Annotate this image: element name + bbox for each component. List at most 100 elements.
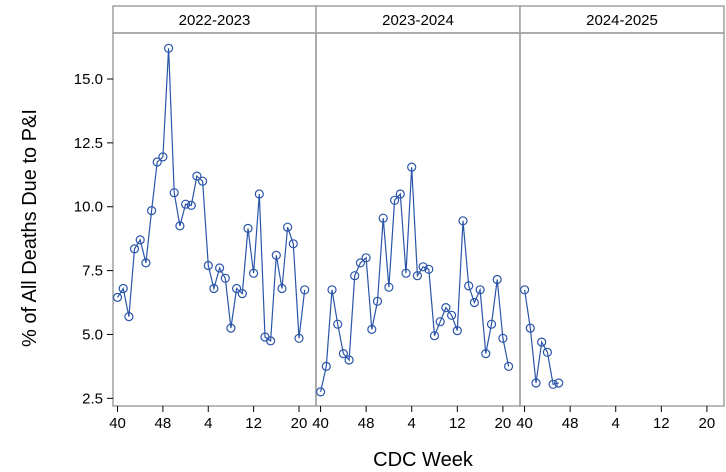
data-point — [316, 387, 326, 397]
y-tick-label: 10.0 — [74, 199, 103, 216]
data-point — [355, 258, 365, 268]
data-point — [481, 349, 491, 359]
x-tick-label: 48 — [155, 415, 172, 432]
panel-label: 2024-2025 — [586, 12, 658, 29]
x-axis-title: CDC Week — [373, 449, 474, 471]
panel-frames — [112, 32, 725, 407]
data-point — [367, 324, 377, 334]
data-point — [129, 244, 140, 254]
data-point — [203, 260, 213, 271]
y-tick-label: 15.0 — [74, 71, 103, 88]
data-point — [152, 157, 162, 167]
x-tick-label: 20 — [495, 415, 512, 432]
x-axis: 40 48 4 12 20 40 48 4 12 20 40 48 4 12 20 — [109, 406, 715, 432]
x-tick-label: 4 — [612, 415, 620, 432]
data-point — [112, 292, 123, 302]
data-point — [198, 176, 208, 186]
x-tick-label: 4 — [204, 415, 212, 432]
data-point — [395, 189, 405, 199]
data-point — [548, 379, 558, 389]
data-point — [147, 206, 157, 216]
data-point — [519, 285, 530, 295]
data-point — [118, 283, 128, 294]
x-tick-label: 12 — [245, 415, 262, 432]
x-tick-label: 40 — [312, 415, 329, 432]
y-axis-title: % of All Deaths Due to P&I — [19, 109, 41, 347]
data-point — [401, 268, 411, 278]
x-tick-label: 48 — [358, 415, 375, 432]
data-point — [542, 347, 553, 357]
panel-strip — [315, 5, 521, 34]
data-point — [300, 285, 310, 295]
y-tick-label: 5.0 — [82, 326, 103, 343]
x-tick-label: 48 — [562, 415, 579, 432]
data-point — [344, 355, 354, 365]
data-point — [321, 361, 331, 371]
data-point — [164, 43, 174, 53]
data-point — [504, 361, 514, 371]
series-line — [524, 289, 559, 386]
data-point — [424, 264, 434, 274]
data-point — [498, 333, 508, 343]
data-point — [429, 331, 440, 341]
data-point — [338, 349, 348, 359]
data-point — [361, 253, 371, 263]
data-point — [447, 310, 457, 320]
data-point — [458, 216, 468, 226]
data-point — [283, 222, 293, 232]
y-tick-label: 2.5 — [82, 390, 103, 407]
data-point — [412, 271, 422, 281]
data-point — [327, 285, 337, 295]
data-point — [181, 199, 191, 209]
data-point — [192, 171, 202, 181]
data-point — [226, 323, 236, 333]
data-point — [186, 200, 196, 210]
data-point — [243, 223, 253, 233]
y-tick-label: 12.5 — [74, 135, 103, 152]
data-point — [254, 189, 264, 199]
panel-label: 2023-2024 — [382, 12, 454, 29]
panel-frame — [519, 32, 725, 407]
data-point — [441, 303, 451, 313]
data-point — [249, 268, 259, 278]
data-point — [271, 250, 281, 260]
data-point — [452, 326, 462, 336]
panel-strip — [112, 5, 317, 34]
data-point — [209, 283, 219, 294]
data-point — [390, 195, 400, 205]
data-point — [372, 296, 383, 306]
x-tick-label: 20 — [699, 415, 716, 432]
data-point — [175, 221, 185, 231]
data-point — [384, 282, 394, 292]
data-point — [475, 285, 485, 295]
data-point — [141, 258, 151, 268]
data-point — [135, 235, 145, 245]
plot-series — [112, 43, 564, 397]
x-tick-label: 4 — [408, 415, 416, 432]
data-point — [469, 297, 479, 308]
x-tick-label: 20 — [291, 415, 308, 432]
y-axis: 2.5 5.0 7.5 10.0 12.5 15.0 — [74, 71, 113, 407]
data-point — [486, 319, 497, 329]
data-point — [277, 283, 287, 294]
data-point — [554, 378, 564, 388]
panel-frame — [112, 32, 317, 407]
data-point — [435, 317, 445, 327]
data-point — [407, 162, 417, 172]
panel-strips: 2022-2023 2023-2024 2024-2025 — [112, 5, 725, 34]
data-point — [531, 378, 541, 388]
data-point — [124, 312, 134, 322]
data-point — [537, 337, 547, 347]
data-point — [492, 274, 502, 285]
data-point — [220, 273, 230, 283]
data-point — [525, 323, 535, 333]
data-point — [378, 213, 388, 223]
data-point — [288, 239, 298, 249]
data-point — [232, 283, 242, 294]
data-point — [333, 319, 343, 329]
x-tick-label: 40 — [516, 415, 533, 432]
data-point — [464, 281, 474, 291]
data-point — [350, 271, 360, 281]
x-tick-label: 12 — [653, 415, 670, 432]
series-line — [320, 167, 510, 393]
